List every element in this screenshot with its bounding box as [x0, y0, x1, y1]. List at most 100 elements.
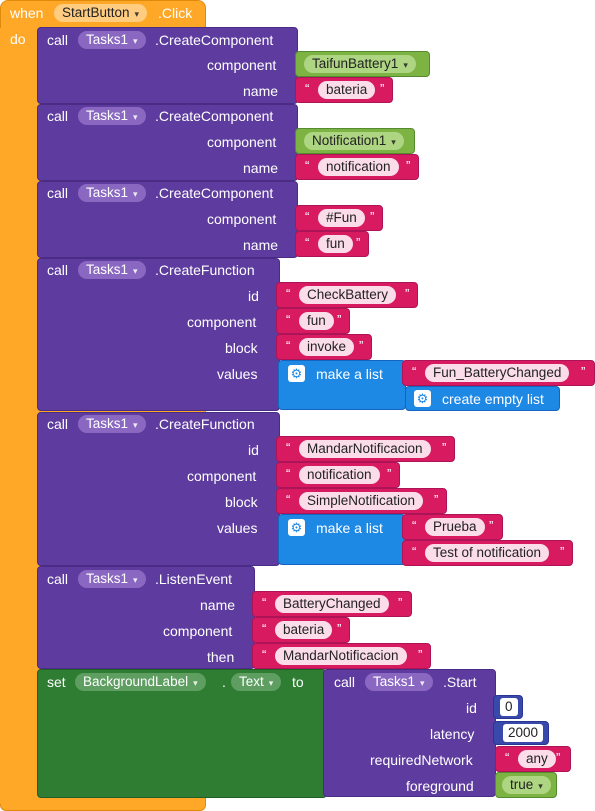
chevron-down-icon: ▾ [133, 36, 138, 46]
taifunbattery1-dropdown[interactable]: TaifunBattery1 ▾ [304, 55, 416, 73]
text-value[interactable]: Fun_BatteryChanged [425, 364, 570, 382]
tasks1-dropdown[interactable]: Tasks1 ▾ [78, 107, 146, 125]
text-block-batterychanged[interactable]: “ BatteryChanged ” [252, 591, 412, 617]
text-block-fun-batterychanged[interactable]: “ Fun_BatteryChanged ” [402, 360, 595, 386]
backgroundlabel-dropdown[interactable]: BackgroundLabel ▾ [75, 673, 206, 691]
text-value[interactable]: notification [299, 466, 380, 484]
text-value[interactable]: bateria [318, 81, 376, 99]
quote-open: “ [262, 647, 267, 662]
text-block-notification[interactable]: “ notification ” [295, 154, 419, 180]
text-block-bateria[interactable]: “ bateria ” [295, 77, 393, 103]
text-block-fun-component[interactable]: “ #Fun ” [295, 205, 383, 231]
when-keyword: when [10, 5, 44, 21]
number-block-0[interactable]: 0 [493, 695, 523, 719]
text-value[interactable]: bateria [275, 621, 333, 639]
boolean-dropdown[interactable]: true ▾ [502, 776, 551, 794]
text-block-invoke[interactable]: “ invoke ” [276, 334, 372, 360]
arg-label-then: then [207, 649, 235, 665]
startbutton-dropdown[interactable]: StartButton ▾ [54, 4, 148, 22]
quote-open: “ [305, 235, 310, 250]
notification1-label: Notification1 [312, 133, 387, 148]
component-block-notification1[interactable]: Notification1 ▾ [295, 128, 415, 154]
number-value[interactable]: 0 [500, 698, 518, 716]
text-value[interactable]: MandarNotificacion [299, 440, 431, 458]
text-value[interactable]: fun [318, 235, 353, 253]
tasks1-dropdown[interactable]: Tasks1 ▾ [78, 261, 146, 279]
quote-close: ” [356, 235, 361, 250]
notification1-dropdown[interactable]: Notification1 ▾ [304, 132, 404, 150]
boolean-label: true [510, 777, 534, 792]
call-keyword: call [47, 185, 69, 201]
backgroundlabel-label: BackgroundLabel [83, 674, 189, 689]
startbutton-label: StartButton [62, 5, 130, 20]
chevron-down-icon: ▾ [133, 266, 138, 276]
create-function-block-1[interactable] [37, 258, 280, 411]
text-block-notification[interactable]: “ notification ” [276, 462, 400, 488]
gear-icon[interactable]: ⚙ [414, 390, 431, 407]
method-name: .Start [443, 674, 477, 690]
arg-label-component: component [207, 134, 277, 150]
boolean-block-true[interactable]: true ▾ [495, 772, 557, 798]
call-keyword: call [47, 108, 69, 124]
text-value[interactable]: invoke [299, 338, 355, 356]
text-value[interactable]: SimpleNotification [299, 492, 424, 510]
text-block-test-of-notification[interactable]: “ Test of notification ” [402, 540, 573, 566]
tasks1-dropdown[interactable]: Tasks1 ▾ [78, 415, 146, 433]
text-block-any[interactable]: “ any ” [495, 746, 571, 772]
arg-label-values: values [217, 520, 258, 536]
text-value[interactable]: notification [318, 158, 399, 176]
text-block-fun-name[interactable]: “ fun ” [295, 231, 369, 257]
tasks1-label: Tasks1 [86, 571, 129, 586]
text-value[interactable]: #Fun [318, 209, 365, 227]
tasks1-dropdown[interactable]: Tasks1 ▾ [78, 184, 146, 202]
quote-open: “ [412, 544, 417, 559]
listen-event-block[interactable] [37, 566, 255, 669]
taifunbattery1-label: TaifunBattery1 [312, 56, 399, 71]
gear-icon[interactable]: ⚙ [288, 519, 305, 536]
chevron-down-icon: ▾ [133, 112, 138, 122]
tasks1-label: Tasks1 [373, 674, 416, 689]
text-block-mandarnotificacion[interactable]: “ MandarNotificacion ” [252, 643, 431, 669]
quote-close: ” [581, 364, 586, 379]
chevron-down-icon: ▾ [268, 678, 274, 688]
tasks1-dropdown[interactable]: Tasks1 ▾ [78, 31, 146, 49]
arg-label-latency: latency [430, 726, 475, 742]
text-block-bateria[interactable]: “ bateria ” [252, 617, 350, 643]
call-keyword: call [47, 571, 69, 587]
chevron-down-icon: ▾ [420, 678, 425, 688]
text-value[interactable]: fun [299, 312, 334, 330]
number-block-2000[interactable]: 2000 [493, 721, 549, 745]
text-block-simplenotification[interactable]: “ SimpleNotification ” [276, 488, 447, 514]
text-value[interactable]: Test of notification [425, 544, 550, 562]
arg-label-component: component [187, 468, 257, 484]
quote-open: “ [286, 338, 291, 353]
tasks1-label: Tasks1 [86, 32, 129, 47]
create-function-block-2[interactable] [37, 412, 280, 566]
text-block-mandarnotificacion[interactable]: “ MandarNotificacion ” [276, 436, 455, 462]
tasks1-dropdown[interactable]: Tasks1 ▾ [78, 570, 146, 588]
text-block-fun[interactable]: “ fun ” [276, 308, 350, 334]
quote-open: “ [262, 621, 267, 636]
number-value[interactable]: 2000 [503, 724, 544, 742]
text-block-prueba[interactable]: “ Prueba ” [402, 514, 503, 540]
create-empty-list-block[interactable] [405, 386, 560, 411]
quote-open: “ [262, 595, 267, 610]
text-block-checkbattery[interactable]: “ CheckBattery ” [276, 282, 418, 308]
gear-icon[interactable]: ⚙ [288, 365, 305, 382]
quote-close: ” [556, 750, 561, 765]
tasks1-dropdown[interactable]: Tasks1 ▾ [365, 673, 433, 691]
quote-close: ” [405, 286, 410, 301]
arg-label-values: values [217, 366, 258, 382]
text-value[interactable]: CheckBattery [299, 286, 397, 304]
arg-label-foreground: foreground [406, 778, 474, 794]
method-name: .CreateFunction [155, 416, 255, 432]
component-block-taifunbattery1[interactable]: TaifunBattery1 ▾ [295, 51, 430, 77]
text-value[interactable]: MandarNotificacion [275, 647, 407, 665]
text-property-dropdown[interactable]: Text ▾ [231, 673, 282, 691]
text-value[interactable]: BatteryChanged [275, 595, 389, 613]
text-value[interactable]: Prueba [425, 518, 485, 536]
quote-open: “ [305, 209, 310, 224]
quote-open: “ [286, 440, 291, 455]
quote-open: “ [286, 312, 291, 327]
text-value[interactable]: any [518, 750, 556, 768]
